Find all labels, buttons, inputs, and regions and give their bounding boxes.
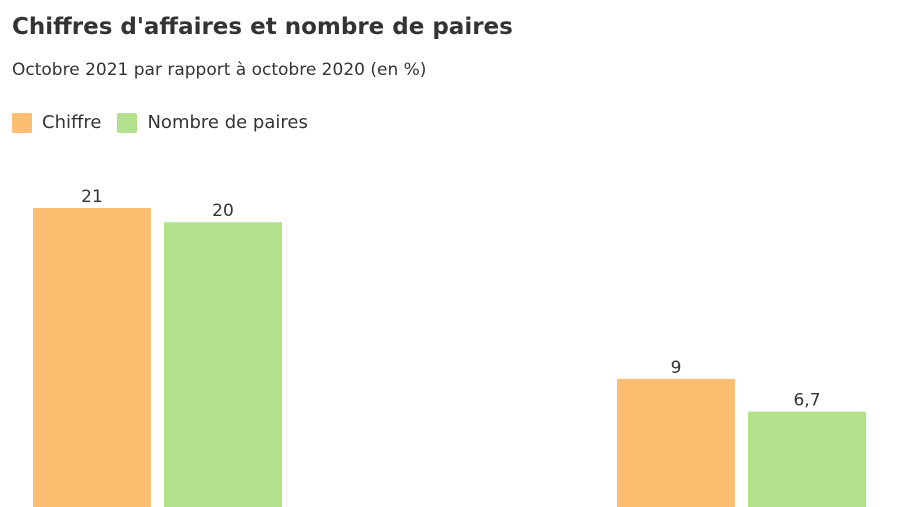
legend-item-chiffre: Chiffre [12, 112, 101, 133]
bar-nombre-de-paires-2 [748, 411, 866, 507]
chart-subtitle: Octobre 2021 par rapport à octobre 2020 … [12, 60, 427, 80]
bar-nombre-de-paires-1 [164, 222, 282, 507]
legend-label-nombre-de-paires: Nombre de paires [147, 112, 308, 133]
legend: Chiffre Nombre de paires [12, 112, 324, 133]
legend-swatch-chiffre [12, 112, 32, 133]
legend-swatch-nombre-de-paires [117, 112, 138, 133]
bar-chiffre-1 [33, 208, 151, 507]
data-label-chiffre-1: 21 [81, 187, 103, 207]
data-label-chiffre-2: 9 [671, 358, 682, 378]
legend-label-chiffre: Chiffre [42, 112, 102, 133]
data-label-nombre-de-paires-2: 6,7 [793, 391, 820, 411]
data-label-nombre-de-paires-1: 20 [212, 201, 234, 221]
legend-item-nombre-de-paires: Nombre de paires [117, 112, 308, 133]
chart-title: Chiffres d'affaires et nombre de paires [12, 14, 513, 40]
bar-chiffre-2 [617, 378, 735, 507]
